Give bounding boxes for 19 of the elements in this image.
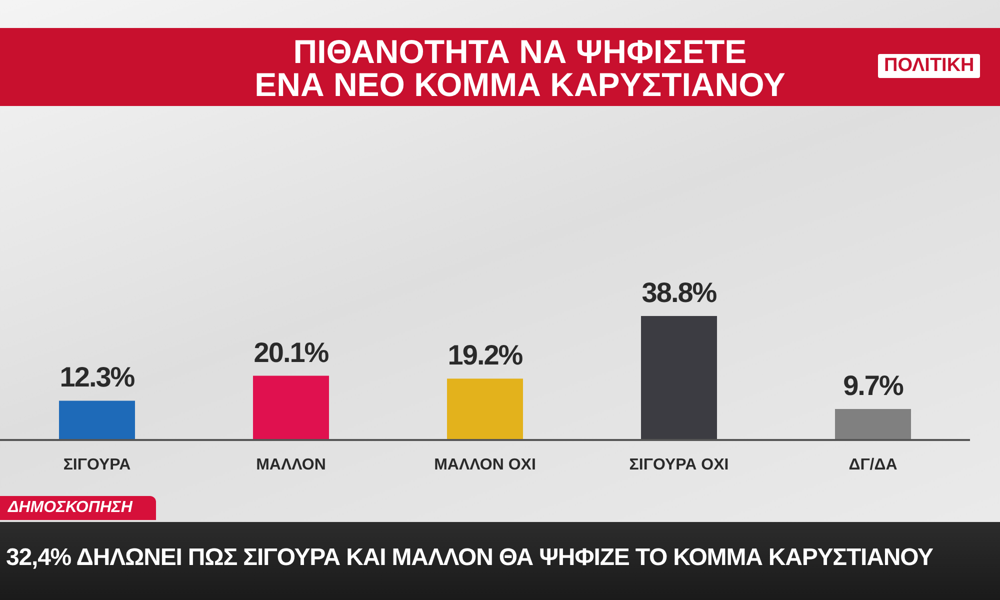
x-tick-label: ΜΑΛΛΟΝ <box>256 456 326 474</box>
bar <box>641 316 717 440</box>
chart-title: ΠΙΘΑΝΟΤΗΤΑ ΝΑ ΨΗΦΙΣΕΤΕ ΕΝΑ ΝΕΟ ΚΟΜΜΑ ΚΑΡΥΣΤΙΑΝΟΥ <box>254 33 786 103</box>
bar <box>835 409 911 440</box>
bar <box>59 400 135 440</box>
data-label: 12.3% <box>60 362 136 393</box>
bar <box>447 378 523 440</box>
x-tick-label: ΣΙΓΟΥΡΑ <box>63 456 132 474</box>
text: 32,4% ΔΗΛΩΝΕΙ ΠΩΣ ΣΙΓΟΥΡΑ ΚΑΙ ΜΑΛΛΟΝ ΘΑ ΨΗΦΙΖΕ ΤΟ ΚΟΜΜΑ ΚΑΡΥΣΤΙΑΝΟΥ <box>6 544 933 572</box>
data-label: 38.8% <box>642 277 718 308</box>
x-tick-label: ΣΙΓΟΥΡΑ ΟΧΙ <box>629 456 729 474</box>
text: ΔΗΜΟΣΚΟΠΗΣΗ <box>0 496 156 520</box>
x-tick-label: ΜΑΛΛΟΝ ΟΧΙ <box>434 456 536 474</box>
x-tick-label: ΔΓ/ΔΑ <box>848 456 898 474</box>
data-label: 9.7% <box>843 370 904 401</box>
text: ΠΟΛΙΤΙΚΗ <box>878 54 980 78</box>
data-label: 20.1% <box>254 336 330 368</box>
bar <box>253 376 329 440</box>
data-label: 19.2% <box>448 340 524 371</box>
